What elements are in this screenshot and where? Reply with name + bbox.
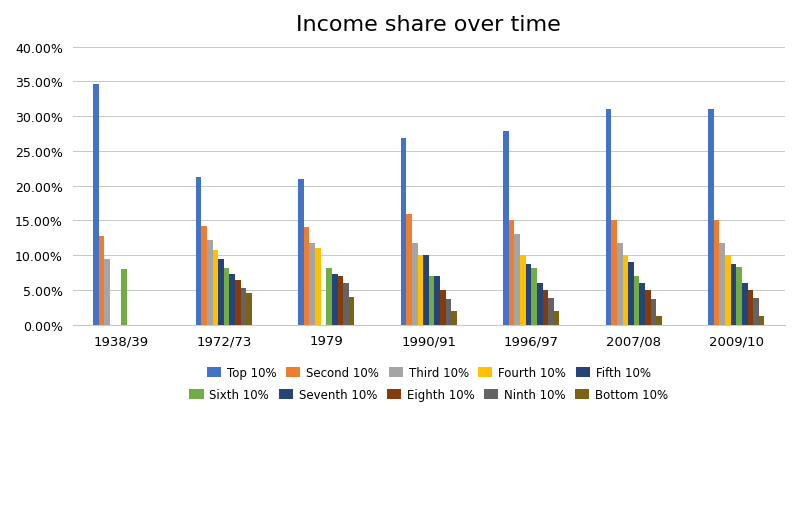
Bar <box>446 299 451 325</box>
Bar <box>202 227 207 325</box>
Bar <box>742 284 747 325</box>
Bar <box>406 214 412 325</box>
Bar <box>241 288 246 325</box>
Bar <box>542 291 548 325</box>
Bar <box>759 317 765 325</box>
Bar <box>104 259 110 325</box>
Bar <box>338 276 343 325</box>
Bar <box>401 139 406 325</box>
Bar <box>520 256 526 325</box>
Bar <box>93 84 98 325</box>
Bar <box>634 276 639 325</box>
Bar <box>412 243 418 325</box>
Bar <box>503 131 509 325</box>
Bar <box>611 221 617 325</box>
Bar <box>606 109 611 325</box>
Bar <box>639 284 645 325</box>
Bar <box>349 297 354 325</box>
Bar <box>548 299 554 325</box>
Bar <box>98 236 104 325</box>
Bar <box>451 311 457 325</box>
Bar <box>246 294 252 325</box>
Title: Income share over time: Income share over time <box>297 15 561 35</box>
Bar <box>207 240 213 325</box>
Bar <box>537 284 542 325</box>
Bar <box>526 264 531 325</box>
Bar <box>434 276 440 325</box>
Bar <box>554 311 559 325</box>
Bar <box>230 274 235 325</box>
Bar <box>343 284 349 325</box>
Bar <box>332 274 338 325</box>
Bar <box>730 265 736 325</box>
Bar <box>326 268 332 325</box>
Legend: Sixth 10%, Seventh 10%, Eighth 10%, Ninth 10%, Bottom 10%: Sixth 10%, Seventh 10%, Eighth 10%, Nint… <box>185 384 673 406</box>
Bar <box>298 180 304 325</box>
Bar <box>509 221 514 325</box>
Bar <box>418 256 423 325</box>
Bar <box>235 280 241 325</box>
Bar <box>725 256 730 325</box>
Bar <box>656 317 662 325</box>
Bar <box>754 299 759 325</box>
Bar <box>719 243 725 325</box>
Bar <box>514 235 520 325</box>
Bar <box>122 270 127 325</box>
Bar <box>224 268 230 325</box>
Bar <box>423 256 429 325</box>
Bar <box>736 268 742 325</box>
Bar <box>708 109 714 325</box>
Bar <box>310 243 315 325</box>
Bar <box>196 177 202 325</box>
Bar <box>628 263 634 325</box>
Bar <box>218 260 224 325</box>
Bar <box>714 221 719 325</box>
Bar <box>650 299 656 325</box>
Bar <box>315 249 321 325</box>
Bar <box>531 268 537 325</box>
Bar <box>617 243 622 325</box>
Bar <box>747 291 754 325</box>
Bar <box>213 250 218 325</box>
Bar <box>622 256 628 325</box>
Bar <box>645 291 650 325</box>
Bar <box>304 228 310 325</box>
Bar <box>440 291 446 325</box>
Bar <box>429 276 434 325</box>
